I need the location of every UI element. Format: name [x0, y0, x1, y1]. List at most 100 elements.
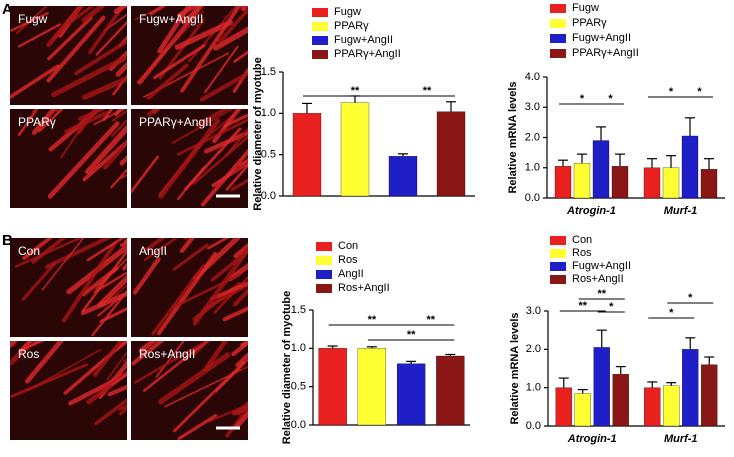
- fiber: [18, 341, 45, 353]
- fiber: [110, 168, 127, 189]
- fiber: [172, 273, 241, 309]
- bar: [573, 163, 591, 199]
- micrograph: [131, 109, 248, 208]
- fiber: [146, 63, 189, 100]
- bar: [436, 111, 466, 197]
- fiber: [76, 109, 99, 135]
- panel-label: B: [2, 232, 13, 249]
- legend-swatch: [550, 49, 566, 58]
- fiber: [81, 75, 127, 100]
- fiber: [179, 238, 195, 254]
- fiber: [210, 248, 248, 282]
- fiber: [144, 238, 166, 252]
- fiber: [246, 290, 248, 293]
- bar: [318, 348, 347, 426]
- legend-swatch: [550, 4, 566, 13]
- fiber: [153, 43, 206, 80]
- significance-label: *: [669, 86, 674, 98]
- fiber: [133, 341, 209, 384]
- image-label: Ros+AngII: [139, 347, 195, 361]
- micrograph: [10, 6, 127, 105]
- fiber: [63, 341, 127, 395]
- fiber: [137, 6, 205, 85]
- bar: [612, 374, 629, 427]
- fiber: [206, 238, 230, 250]
- image-label: AngII: [139, 244, 167, 258]
- legend-label: Ros+AngII: [572, 273, 624, 285]
- bar: [700, 169, 718, 199]
- y-tick-label: 1.5: [291, 304, 306, 316]
- fiber: [192, 136, 248, 185]
- legend-label: PPARγ: [572, 17, 607, 29]
- legend-swatch: [312, 50, 328, 59]
- legend-swatch: [316, 284, 332, 293]
- fiber: [233, 287, 248, 307]
- fiber: [118, 35, 127, 47]
- y-tick-label: 1.5: [261, 66, 276, 78]
- x-tick-label: Murf-1: [664, 205, 698, 217]
- y-tick-label: 4.0: [525, 71, 540, 83]
- fiber: [173, 361, 245, 433]
- legend-label: Con: [572, 234, 592, 246]
- fiber: [181, 6, 202, 25]
- fiber: [81, 266, 119, 297]
- fiber: [92, 341, 123, 377]
- fiber: [240, 6, 248, 12]
- x-tick-label: Murf-1: [664, 433, 698, 445]
- fiber: [203, 341, 229, 372]
- legend-swatch: [316, 270, 332, 279]
- fiber: [27, 349, 101, 392]
- fiber: [195, 109, 230, 128]
- micrograph: [10, 109, 127, 208]
- legend-swatch: [550, 34, 566, 43]
- fiber: [94, 398, 127, 426]
- fiber: [106, 351, 127, 381]
- fiber: [200, 148, 248, 207]
- fiber: [78, 109, 107, 121]
- legend-swatch: [550, 275, 566, 284]
- fiber: [176, 118, 248, 156]
- bar: [611, 166, 629, 199]
- fiber: [123, 238, 127, 245]
- fiber: [46, 6, 85, 48]
- fiber: [85, 124, 127, 175]
- fiber: [131, 155, 159, 194]
- fiber: [232, 160, 248, 174]
- micrograph: [131, 6, 248, 105]
- bar: [644, 387, 661, 427]
- y-tick-label: 0.5: [291, 381, 306, 393]
- image-label: PPARγ+AngII: [139, 115, 212, 129]
- fiber: [177, 413, 218, 440]
- fiber: [93, 271, 127, 294]
- y-tick-label: 3.0: [525, 101, 540, 113]
- legend-swatch: [550, 236, 566, 245]
- fiber: [156, 251, 218, 336]
- x-tick-label: Atrogin-1: [566, 205, 616, 217]
- fiber: [110, 373, 127, 386]
- bar: [554, 166, 572, 199]
- y-tick-label: 2.0: [526, 343, 541, 355]
- fiber: [222, 306, 248, 322]
- significance-label: **: [368, 314, 377, 326]
- bar: [396, 363, 426, 426]
- fiber: [22, 238, 54, 260]
- y-tick-label: 3.0: [526, 305, 541, 317]
- y-tick-label: 1.0: [525, 162, 540, 174]
- fiber: [235, 410, 248, 428]
- micrograph: [131, 341, 248, 440]
- fiber: [10, 64, 60, 99]
- legend-swatch: [550, 19, 566, 28]
- fiber: [46, 15, 106, 83]
- significance-label: **: [423, 85, 432, 97]
- fiber: [143, 238, 179, 262]
- legend-label: Fugw+AngII: [572, 260, 631, 272]
- fiber: [233, 50, 248, 63]
- fiber: [82, 139, 127, 182]
- fiber: [230, 178, 248, 192]
- significance-label: **: [407, 329, 416, 341]
- y-tick-label: 0.0: [525, 192, 540, 204]
- fiber: [158, 352, 231, 405]
- fiber: [86, 238, 126, 262]
- fiber: [228, 263, 248, 282]
- fiber: [213, 26, 248, 51]
